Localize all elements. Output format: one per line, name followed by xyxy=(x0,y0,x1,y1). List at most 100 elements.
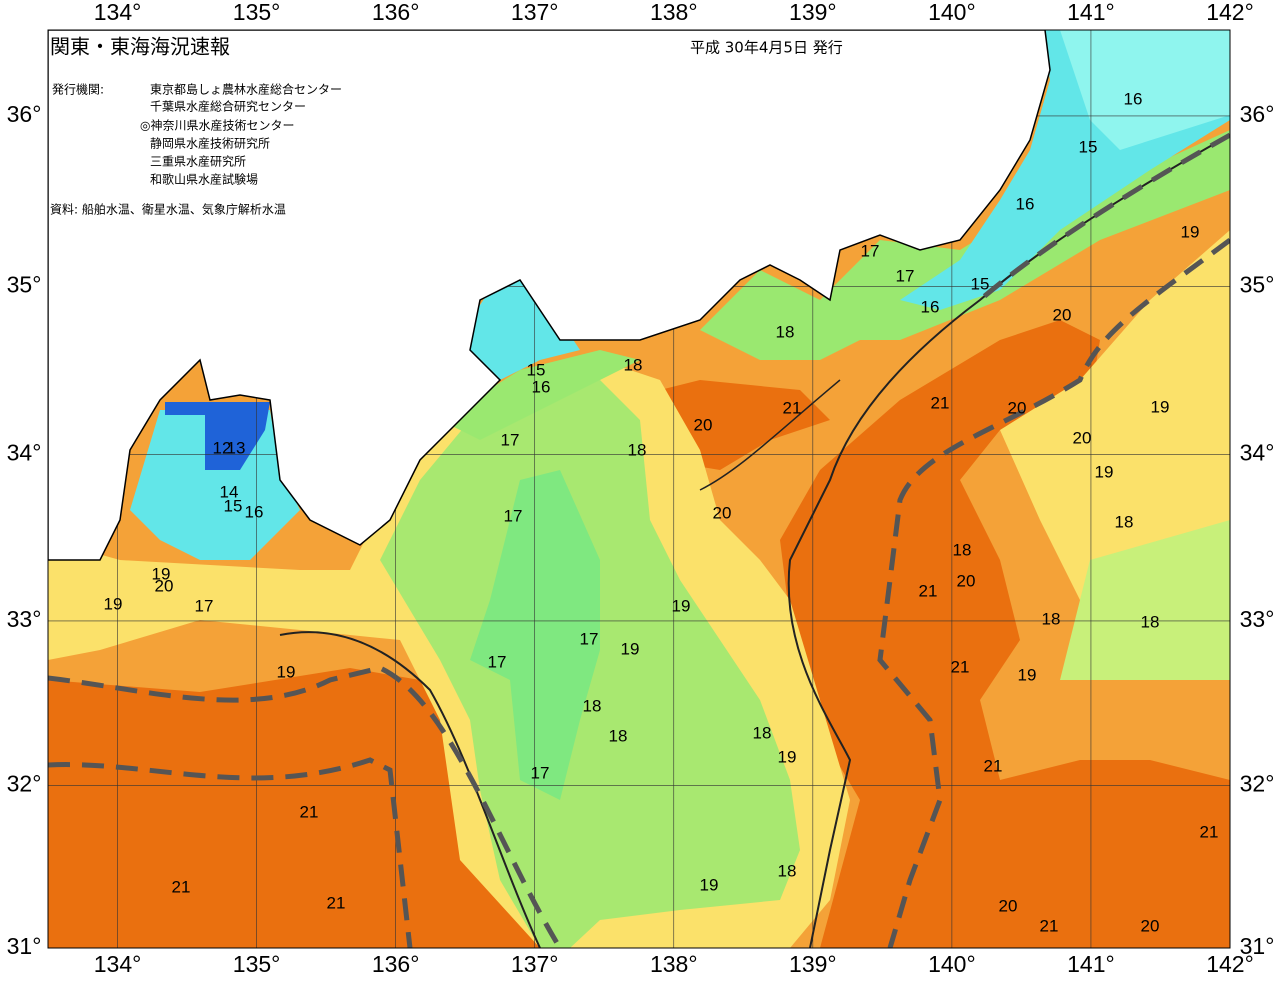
x-tick-label: 140° xyxy=(928,951,976,977)
contour-label: 17 xyxy=(195,596,214,615)
issue-date: 平成 30年4月5日 発行 xyxy=(690,39,843,57)
contour-label: 18 xyxy=(753,723,772,742)
contour-label: 15 xyxy=(224,496,243,515)
contour-label: 19 xyxy=(1095,462,1114,481)
contour-label: 17 xyxy=(861,241,880,260)
contour-label: 19 xyxy=(1151,397,1170,416)
contour-label: 17 xyxy=(580,629,599,648)
contour-label: 15 xyxy=(527,360,546,379)
contour-label: 19 xyxy=(1181,222,1200,241)
contour-label: 19 xyxy=(104,594,123,613)
contour-label: 19 xyxy=(152,564,171,583)
contour-label: 20 xyxy=(713,503,732,522)
contour-label: 19 xyxy=(672,596,691,615)
contour-label: 20 xyxy=(957,571,976,590)
y-tick-label: 31° xyxy=(7,933,42,959)
x-tick-label: 139° xyxy=(789,0,837,25)
x-tick-label: 136° xyxy=(372,0,420,25)
x-tick-label: 135° xyxy=(233,0,281,25)
issuer: 東京都島しょ農林水産総合センター xyxy=(150,82,342,97)
contour-label: 21 xyxy=(919,581,938,600)
contour-label: 21 xyxy=(783,398,802,417)
contour-label: 16 xyxy=(1124,89,1143,108)
contour-label: 16 xyxy=(245,502,264,521)
title: 関東・東海海況速報 xyxy=(50,35,230,59)
contour-label: 20 xyxy=(999,896,1018,915)
contour-label: 18 xyxy=(624,355,643,374)
contour-label: 19 xyxy=(778,747,797,766)
issuer: 千葉県水産総合研究センター xyxy=(150,99,306,114)
y-tick-label: 36° xyxy=(7,101,42,127)
y-tick-label: 35° xyxy=(7,271,42,297)
contour-label: 19 xyxy=(1018,665,1037,684)
y-tick-label: 34° xyxy=(1240,440,1275,466)
contour-label: 20 xyxy=(1053,305,1072,324)
x-tick-label: 137° xyxy=(511,0,559,25)
contour-label: 18 xyxy=(628,440,647,459)
contour-label: 21 xyxy=(300,802,319,821)
x-tick-label: 134° xyxy=(94,0,142,25)
contour-label: 15 xyxy=(971,274,990,293)
x-tick-label: 138° xyxy=(650,951,698,977)
contour-label: 18 xyxy=(1115,512,1134,531)
contour-label: 20 xyxy=(155,576,174,595)
contour-label: 16 xyxy=(1016,194,1035,213)
contour-label: 21 xyxy=(327,893,346,912)
x-tick-label: 135° xyxy=(233,951,281,977)
y-tick-label: 35° xyxy=(1240,271,1275,297)
contour-label: 16 xyxy=(532,377,551,396)
contour-label: 19 xyxy=(621,639,640,658)
contour-label: 17 xyxy=(896,266,915,285)
issuer: 和歌山県水産試験場 xyxy=(150,172,258,187)
contour-label: 18 xyxy=(776,322,795,341)
contour-label: 18 xyxy=(1141,612,1160,631)
contour-label: 13 xyxy=(227,438,246,457)
y-tick-label: 33° xyxy=(7,606,42,632)
contour-label: 21 xyxy=(1200,822,1219,841)
y-tick-label: 31° xyxy=(1240,933,1275,959)
issuer: 三重県水産研究所 xyxy=(150,154,246,169)
contour-label: 16 xyxy=(921,297,940,316)
contour-label: 20 xyxy=(1008,398,1027,417)
contour-label: 18 xyxy=(778,861,797,880)
x-tick-label: 140° xyxy=(928,0,976,25)
contour-label: 18 xyxy=(953,540,972,559)
contour-label: 20 xyxy=(1141,916,1160,935)
x-tick-label: 139° xyxy=(789,951,837,977)
contour-label: 17 xyxy=(531,763,550,782)
y-tick-label: 33° xyxy=(1240,606,1275,632)
contour-label: 15 xyxy=(1079,137,1098,156)
contour-label: 21 xyxy=(931,393,950,412)
y-tick-label: 32° xyxy=(1240,770,1275,796)
x-tick-label: 134° xyxy=(94,951,142,977)
contour-label: 21 xyxy=(984,756,1003,775)
x-tick-label: 142° xyxy=(1206,951,1254,977)
contour-label: 19 xyxy=(277,662,296,681)
contour-label: 17 xyxy=(488,652,507,671)
data-source: 資料: 船舶水温、衛星水温、気象庁解析水温 xyxy=(50,202,286,217)
contour-label: 18 xyxy=(1042,609,1061,628)
x-tick-label: 141° xyxy=(1067,0,1115,25)
contour-label: 18 xyxy=(583,696,602,715)
contour-label: 17 xyxy=(501,430,520,449)
y-tick-label: 36° xyxy=(1240,101,1275,127)
contour-label: 20 xyxy=(1073,428,1092,447)
x-tick-label: 137° xyxy=(511,951,559,977)
map-frame xyxy=(47,29,1231,949)
y-tick-label: 34° xyxy=(7,440,42,466)
contour-label: 19 xyxy=(700,875,719,894)
contour-label: 14 xyxy=(220,482,239,501)
issuer-label: 発行機関: xyxy=(52,82,104,97)
contour-label: 18 xyxy=(609,726,628,745)
issuer: ◎神奈川県水産技術センター xyxy=(140,118,294,133)
x-tick-label: 141° xyxy=(1067,951,1115,977)
contours xyxy=(48,132,1230,948)
y-tick-label: 32° xyxy=(7,770,42,796)
contour-label: 21 xyxy=(951,657,970,676)
x-tick-label: 136° xyxy=(372,951,420,977)
x-tick-label: 138° xyxy=(650,0,698,25)
contour-label: 21 xyxy=(1040,916,1059,935)
contour-label: 12 xyxy=(213,438,232,457)
contour-label: 17 xyxy=(504,506,523,525)
